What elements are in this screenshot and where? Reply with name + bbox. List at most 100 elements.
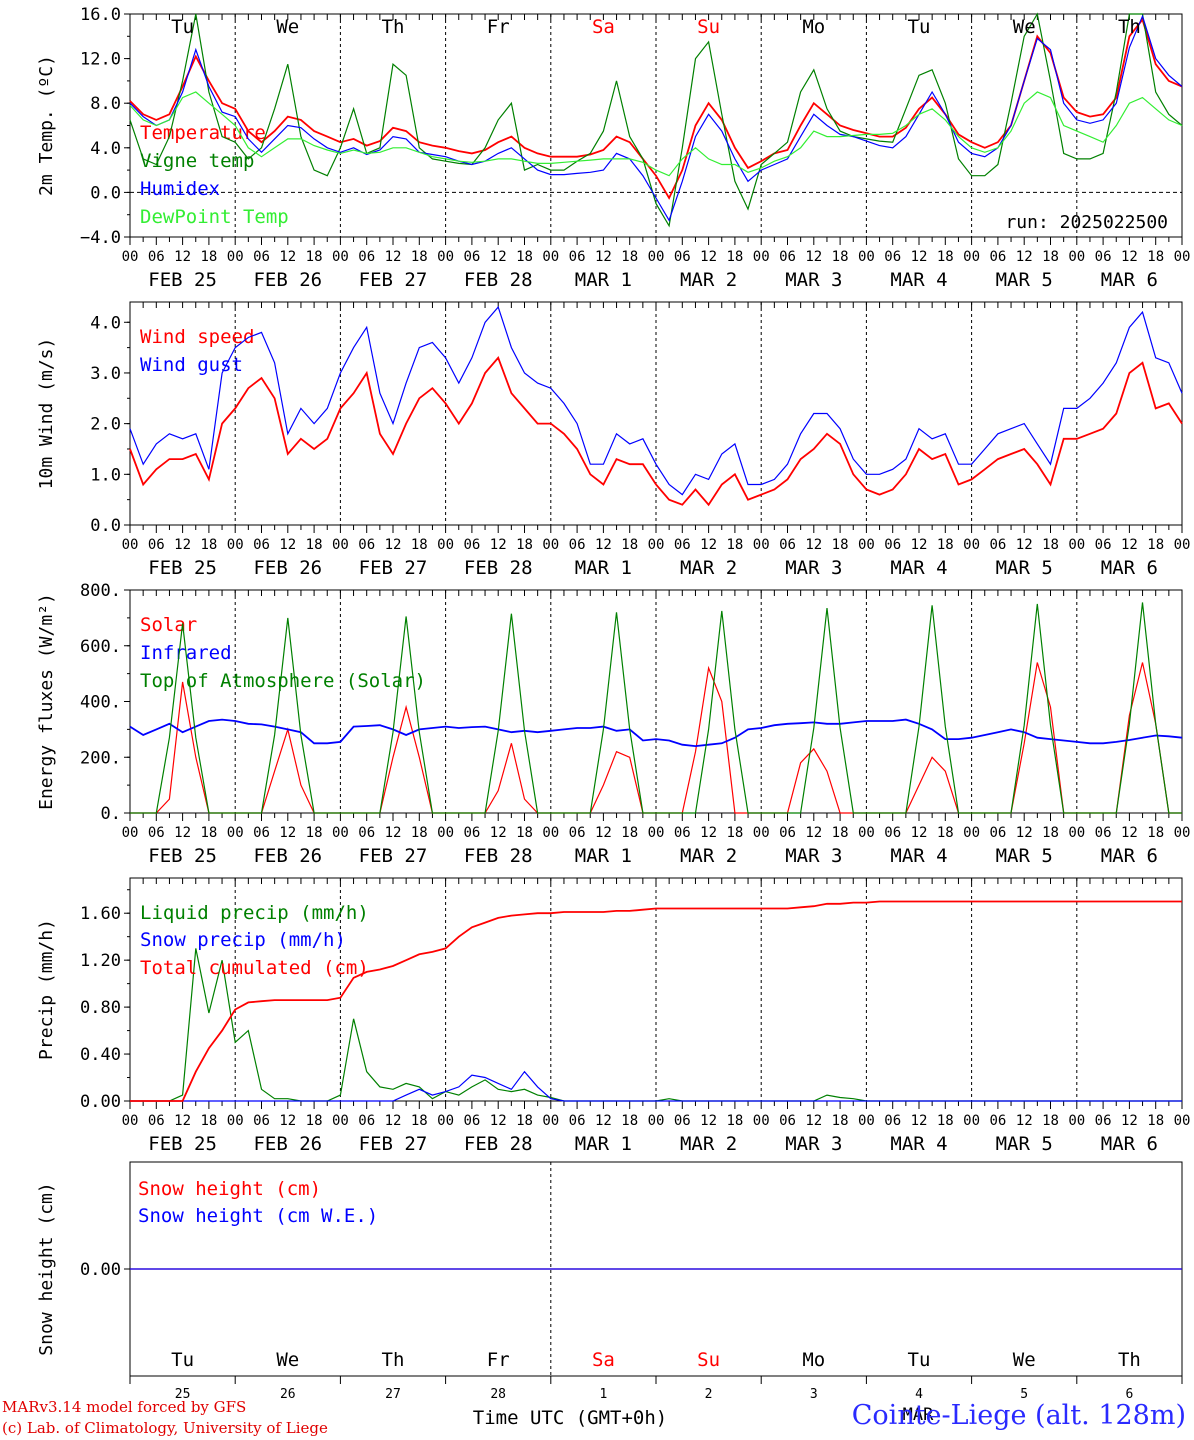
day-number-label: 6 bbox=[1125, 1387, 1133, 1402]
hour-label: 12 bbox=[385, 249, 402, 265]
legend-entry: Humidex bbox=[140, 178, 220, 200]
hour-label: 18 bbox=[726, 1113, 743, 1129]
hour-label: 18 bbox=[832, 537, 849, 553]
hour-label: 12 bbox=[595, 1113, 612, 1129]
hour-label: 18 bbox=[306, 1113, 323, 1129]
hour-label: 06 bbox=[779, 537, 796, 553]
weekday-label: Tu bbox=[171, 16, 194, 38]
hour-label: 18 bbox=[1147, 537, 1164, 553]
date-label: FEB 25 bbox=[148, 269, 217, 291]
hour-label: 18 bbox=[306, 249, 323, 265]
hour-label: 00 bbox=[227, 1113, 244, 1129]
hour-label: 12 bbox=[1016, 825, 1033, 841]
hour-label: 12 bbox=[595, 537, 612, 553]
x-axis-title: Time UTC (GMT+0h) bbox=[473, 1407, 667, 1429]
hour-label: 18 bbox=[200, 249, 217, 265]
date-label: FEB 28 bbox=[464, 269, 533, 291]
hour-label: 12 bbox=[490, 537, 507, 553]
series-dewpoint-temp bbox=[129, 91, 1183, 177]
weekday-label: Tu bbox=[908, 1349, 931, 1371]
hour-label: 06 bbox=[463, 249, 480, 265]
date-label: MAR 1 bbox=[575, 1133, 632, 1155]
hour-label: 00 bbox=[332, 1113, 349, 1129]
panel-temperature: −4.0 0.0 4.0 8.0 12.0 16.0 2m Temp. (ºC) Temper… bbox=[36, 5, 1190, 291]
date-label: MAR 3 bbox=[785, 845, 842, 867]
hour-label: 18 bbox=[1042, 249, 1059, 265]
hour-label: 18 bbox=[411, 1113, 428, 1129]
hour-label: 12 bbox=[595, 249, 612, 265]
hour-label: 06 bbox=[989, 825, 1006, 841]
hour-label: 06 bbox=[884, 249, 901, 265]
date-label: FEB 28 bbox=[464, 1133, 533, 1155]
hour-label: 00 bbox=[648, 1113, 665, 1129]
weekday-label: We bbox=[276, 1349, 299, 1371]
y-tick-label: 4.0 bbox=[90, 139, 121, 159]
series-temperature bbox=[129, 17, 1183, 200]
date-label: FEB 25 bbox=[148, 845, 217, 867]
hour-label: 00 bbox=[122, 249, 139, 265]
hour-label: 00 bbox=[1174, 825, 1191, 841]
hour-label: 12 bbox=[279, 1113, 296, 1129]
hour-label: 18 bbox=[1042, 1113, 1059, 1129]
hour-label: 18 bbox=[1042, 537, 1059, 553]
hour-label: 00 bbox=[858, 1113, 875, 1129]
hour-label: 12 bbox=[1121, 1113, 1138, 1129]
weekday-label: Fr bbox=[487, 16, 510, 38]
hour-label: 12 bbox=[1121, 537, 1138, 553]
weekday-label: Th bbox=[382, 1349, 405, 1371]
day-number-label: 26 bbox=[280, 1387, 296, 1402]
hour-label: 12 bbox=[805, 825, 822, 841]
date-label: FEB 26 bbox=[253, 1133, 322, 1155]
weekday-label: Su bbox=[697, 1349, 720, 1371]
hour-label: 06 bbox=[674, 825, 691, 841]
date-label: MAR 2 bbox=[680, 1133, 737, 1155]
hour-label: 18 bbox=[937, 825, 954, 841]
hour-label: 00 bbox=[648, 825, 665, 841]
y-tick-label: 0.40 bbox=[80, 1045, 121, 1065]
weekday-label: Tu bbox=[908, 16, 931, 38]
hour-label: 12 bbox=[911, 537, 928, 553]
date-label: FEB 28 bbox=[464, 557, 533, 579]
date-label: MAR 4 bbox=[890, 269, 947, 291]
hour-label: 12 bbox=[805, 249, 822, 265]
legend-entry: Snow precip (mm/h) bbox=[140, 929, 346, 951]
hour-label: 00 bbox=[332, 825, 349, 841]
hour-label: 12 bbox=[1016, 249, 1033, 265]
hour-label: 06 bbox=[1095, 249, 1112, 265]
day-number-label: 4 bbox=[915, 1387, 923, 1402]
model-credit: MARv3.14 model forced by GFS bbox=[2, 1398, 247, 1416]
hour-label: 12 bbox=[174, 825, 191, 841]
hour-label: 00 bbox=[437, 249, 454, 265]
series-snow-precip-mm-h bbox=[130, 1070, 1182, 1102]
hour-label: 12 bbox=[1016, 537, 1033, 553]
hour-label: 06 bbox=[253, 825, 270, 841]
hour-label: 00 bbox=[648, 249, 665, 265]
hour-label: 12 bbox=[490, 1113, 507, 1129]
hour-label: 18 bbox=[937, 1113, 954, 1129]
legend-entry: Total cumulated (cm) bbox=[140, 957, 369, 979]
hour-label: 00 bbox=[858, 825, 875, 841]
hour-label: 06 bbox=[569, 825, 586, 841]
hour-label: 00 bbox=[1068, 825, 1085, 841]
hour-label: 12 bbox=[911, 249, 928, 265]
date-label: MAR 2 bbox=[680, 845, 737, 867]
date-label: MAR 3 bbox=[785, 269, 842, 291]
hour-label: 18 bbox=[1147, 1113, 1164, 1129]
hour-label: 18 bbox=[411, 825, 428, 841]
y-tick-label: 0.00 bbox=[80, 1260, 121, 1280]
hour-label: 18 bbox=[516, 825, 533, 841]
date-label: MAR 6 bbox=[1101, 269, 1158, 291]
date-label: MAR 6 bbox=[1101, 1133, 1158, 1155]
hour-label: 12 bbox=[700, 1113, 717, 1129]
hour-label: 06 bbox=[569, 1113, 586, 1129]
y-axis-label: Snow height (cm) bbox=[36, 1182, 57, 1355]
hour-label: 06 bbox=[674, 537, 691, 553]
hour-label: 06 bbox=[463, 825, 480, 841]
date-label: MAR 4 bbox=[890, 1133, 947, 1155]
day-number-label: 3 bbox=[810, 1387, 818, 1402]
date-label: MAR 2 bbox=[680, 557, 737, 579]
hour-label: 18 bbox=[1147, 825, 1164, 841]
hour-label: 18 bbox=[200, 825, 217, 841]
weekday-label: Mo bbox=[802, 1349, 825, 1371]
legend-entry: Top of Atmosphere (Solar) bbox=[140, 670, 426, 692]
